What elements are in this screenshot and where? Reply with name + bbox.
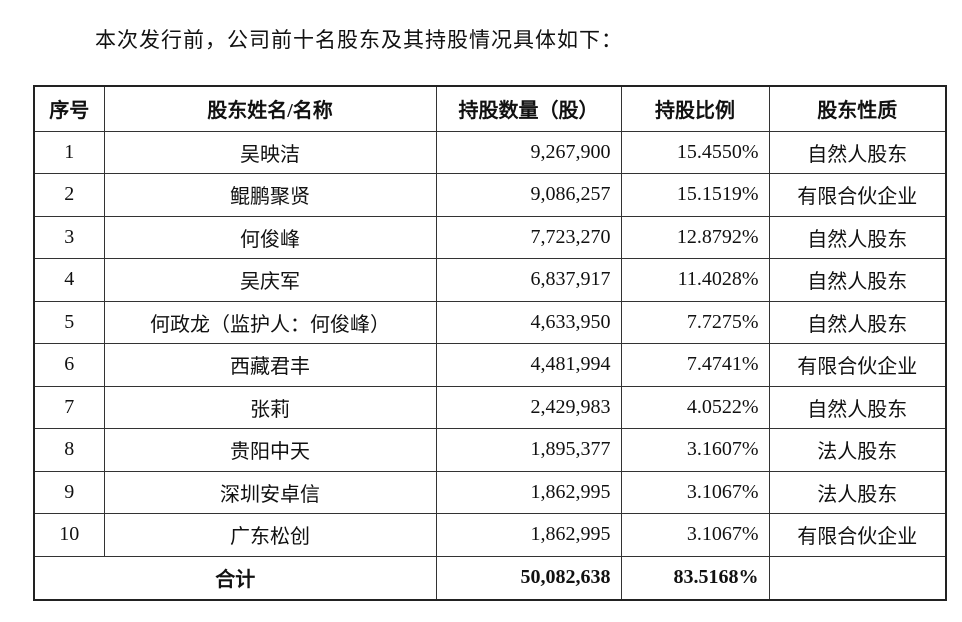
table-cell: 3.1067% [620,513,770,557]
table-cell: 法人股东 [768,470,947,514]
empty-cell [768,555,947,601]
table-cell: 6 [33,343,105,387]
header-cell: 持股数量（股） [435,85,622,132]
table-cell: 6,837,917 [435,258,622,302]
table-cell: 7 [33,385,105,429]
total-shares: 50,082,638 [435,555,622,601]
table-cell: 有限合伙企业 [768,343,947,387]
table-cell: 3.1607% [620,428,770,472]
table-cell: 7.4741% [620,343,770,387]
table-cell: 3 [33,215,105,259]
table-cell: 9,086,257 [435,173,622,217]
table-cell: 15.1519% [620,173,770,217]
table-row: 8 贵阳中天 1,895,377 3.1607% 法人股东 [33,428,947,472]
header-cell: 股东姓名/名称 [103,85,437,132]
table-cell: 4.0522% [620,385,770,429]
shareholder-table: 序号 股东姓名/名称 持股数量（股） 持股比例 股东性质 1 吴映洁 9,267,900 15… [33,85,947,601]
table-cell: 吴庆军 [103,258,437,302]
intro-text: 本次发行前，公司前十名股东及其持股情况具体如下： [95,28,623,52]
table-cell: 1 [33,130,105,174]
table-cell: 9 [33,470,105,514]
table-row: 7 张莉 2,429,983 4.0522% 自然人股东 [33,385,947,429]
table-cell: 7.7275% [620,300,770,344]
table-cell: 12.8792% [620,215,770,259]
table-cell: 自然人股东 [768,258,947,302]
total-row: 合计 50,082,638 83.5168% [33,555,947,601]
table-row: 4 吴庆军 6,837,917 11.4028% 自然人股东 [33,258,947,302]
table-cell: 5 [33,300,105,344]
table-cell: 何政龙（监护人：何俊峰） [103,300,437,344]
table-row: 1 吴映洁 9,267,900 15.4550% 自然人股东 [33,130,947,174]
table-cell: 2,429,983 [435,385,622,429]
table-row: 6 西藏君丰 4,481,994 7.4741% 有限合伙企业 [33,343,947,387]
table-cell: 2 [33,173,105,217]
table-cell: 自然人股东 [768,385,947,429]
table-cell: 贵阳中天 [103,428,437,472]
table-cell: 深圳安卓信 [103,470,437,514]
table-cell: 4,633,950 [435,300,622,344]
table-cell: 9,267,900 [435,130,622,174]
table-cell: 7,723,270 [435,215,622,259]
table-row: 3 何俊峰 7,723,270 12.8792% 自然人股东 [33,215,947,259]
table-body: 1 吴映洁 9,267,900 15.4550% 自然人股东 2 鲲鹏聚贤 9,086,257… [33,130,947,601]
header-row: 序号 股东姓名/名称 持股数量（股） 持股比例 股东性质 [33,85,947,132]
table-cell: 自然人股东 [768,300,947,344]
table-cell: 有限合伙企业 [768,513,947,557]
table-cell: 3.1067% [620,470,770,514]
header-cell: 股东性质 [768,85,947,132]
table-cell: 法人股东 [768,428,947,472]
table-cell: 4,481,994 [435,343,622,387]
table-cell: 自然人股东 [768,215,947,259]
table-row: 9 深圳安卓信 1,862,995 3.1067% 法人股东 [33,470,947,514]
table-cell: 鲲鹏聚贤 [103,173,437,217]
table-row: 2 鲲鹏聚贤 9,086,257 15.1519% 有限合伙企业 [33,173,947,217]
total-label: 合计 [33,555,437,601]
table-cell: 1,862,995 [435,470,622,514]
table-cell: 15.4550% [620,130,770,174]
table-cell: 广东松创 [103,513,437,557]
table-cell: 何俊峰 [103,215,437,259]
header-cell: 序号 [33,85,105,132]
header-cell: 持股比例 [620,85,770,132]
table-cell: 西藏君丰 [103,343,437,387]
table-cell: 吴映洁 [103,130,437,174]
table-row: 10 广东松创 1,862,995 3.1067% 有限合伙企业 [33,513,947,557]
table-row: 5 何政龙（监护人：何俊峰） 4,633,950 7.7275% 自然人股东 [33,300,947,344]
table-cell: 1,895,377 [435,428,622,472]
table-cell: 自然人股东 [768,130,947,174]
table-cell: 1,862,995 [435,513,622,557]
table-cell: 张莉 [103,385,437,429]
table-cell: 8 [33,428,105,472]
total-ratio: 83.5168% [620,555,770,601]
table-cell: 11.4028% [620,258,770,302]
table-cell: 有限合伙企业 [768,173,947,217]
table-cell: 4 [33,258,105,302]
table-cell: 10 [33,513,105,557]
